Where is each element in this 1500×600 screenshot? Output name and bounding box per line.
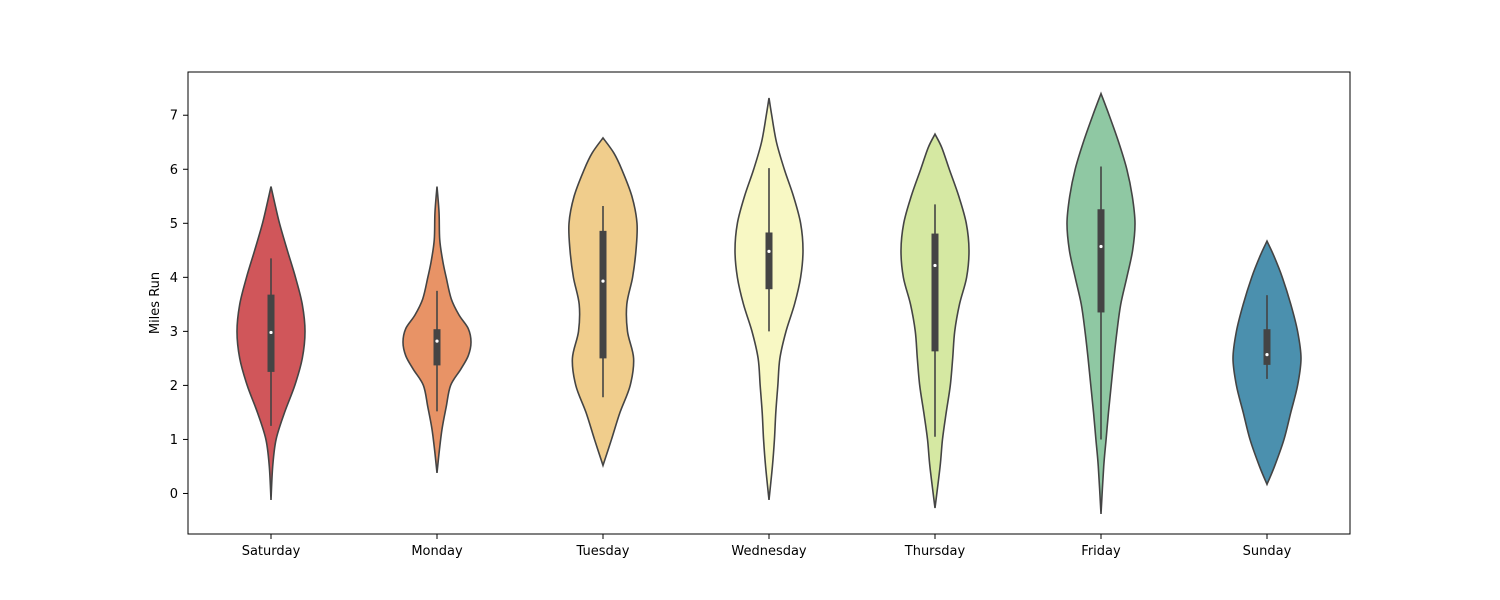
x-tick-label: Saturday [242, 544, 301, 559]
y-tick-label: 1 [170, 433, 178, 448]
plot-frame [187, 71, 1351, 535]
median-dot-thursday [933, 263, 937, 268]
x-tick-label: Sunday [1243, 544, 1292, 559]
y-tick-label: 5 [170, 217, 178, 232]
x-tick-label: Friday [1081, 544, 1121, 559]
iqr-box-monday [433, 329, 441, 366]
iqr-box-friday [1097, 209, 1105, 313]
y-tick-label: 2 [170, 379, 178, 394]
iqr-box-wednesday [765, 232, 773, 290]
median-dot-wednesday [767, 249, 771, 253]
median-dot-friday [1099, 244, 1103, 249]
x-tick-label: Thursday [904, 544, 966, 559]
y-tick-label: 6 [170, 163, 178, 178]
iqr-box-sunday [1263, 329, 1271, 365]
median-dot-sunday [1265, 353, 1269, 357]
y-tick-label: 7 [170, 109, 178, 124]
y-tick-label: 3 [170, 325, 178, 340]
x-tick-label: Monday [411, 544, 463, 559]
iqr-box-tuesday [599, 230, 607, 359]
x-tick-label: Tuesday [576, 544, 630, 559]
median-dot-tuesday [601, 279, 605, 283]
median-dot-monday [435, 339, 439, 343]
x-axis: Saturday Monday Tuesday Wednesday Thursday Fr… [242, 534, 1292, 559]
y-tick-label: 0 [170, 487, 178, 502]
x-tick-label: Wednesday [731, 544, 807, 559]
box-layer [267, 166, 1271, 440]
median-dot-saturday [269, 330, 273, 335]
iqr-box-thursday [931, 233, 939, 352]
y-axis: 0 1 2 3 4 5 6 7 [170, 109, 188, 502]
y-tick-label: 4 [170, 271, 178, 286]
y-axis-label: Miles Run [148, 272, 163, 334]
